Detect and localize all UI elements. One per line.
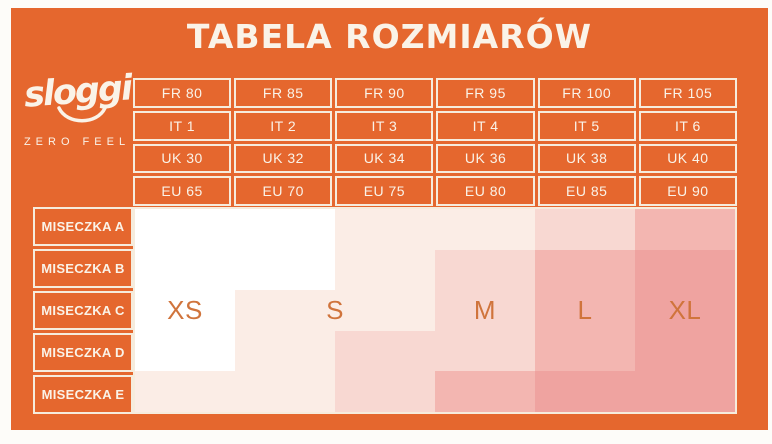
band-cell-uk-30: UK 30 — [133, 143, 232, 174]
size-cell-a-105 — [635, 209, 735, 250]
size-cell-a-80 — [135, 209, 235, 250]
cup-label-e: MISECZKA E — [33, 375, 133, 414]
size-cell-b-80 — [135, 249, 235, 291]
cup-label-a: MISECZKA A — [33, 207, 133, 246]
band-cell-fr-100: FR 100 — [537, 78, 636, 108]
brand-tagline: ZERO FEEL — [23, 136, 131, 148]
size-cell-e-85 — [235, 371, 335, 412]
band-cell-fr-95: FR 95 — [436, 78, 535, 108]
band-cell-eu-70: EU 70 — [234, 176, 333, 206]
size-cell-a-95 — [435, 209, 535, 250]
band-cell-eu-65: EU 65 — [133, 176, 232, 206]
cup-label-c: MISECZKA C — [33, 291, 133, 330]
size-cell-b-100 — [535, 249, 635, 291]
sloggi-logo: sloggi — [22, 68, 132, 116]
size-cell-e-80 — [135, 371, 235, 412]
size-cell-a-90 — [335, 209, 435, 250]
size-cell-a-85 — [235, 209, 335, 250]
band-cell-it-2: IT 2 — [234, 110, 333, 141]
size-cell-d-105 — [635, 330, 735, 372]
band-cell-it-4: IT 4 — [436, 110, 535, 141]
band-cell-eu-90: EU 90 — [638, 176, 737, 206]
size-cell-c-80 — [135, 290, 235, 331]
size-cell-b-105 — [635, 249, 735, 291]
band-cell-uk-40: UK 40 — [638, 143, 737, 174]
band-cell-fr-80: FR 80 — [133, 78, 232, 108]
size-cell-e-100 — [535, 371, 635, 412]
brand-block: sloggi ZERO FEEL — [21, 68, 133, 204]
band-cell-uk-32: UK 32 — [234, 143, 333, 174]
size-cell-e-105 — [635, 371, 735, 412]
size-cell-b-95 — [435, 249, 535, 291]
size-heatmap-grid: XS S M L XL — [133, 207, 737, 414]
band-cell-fr-90: FR 90 — [335, 78, 434, 108]
size-cell-e-90 — [335, 371, 435, 412]
band-cell-uk-38: UK 38 — [537, 143, 636, 174]
band-cell-fr-105: FR 105 — [638, 78, 737, 108]
size-cell-b-90 — [335, 249, 435, 291]
band-cell-uk-36: UK 36 — [436, 143, 535, 174]
cup-size-row-labels: MISECZKA A MISECZKA B MISECZKA C MISECZK… — [33, 207, 133, 414]
page-title: TABELA ROZMIARÓW — [186, 16, 593, 56]
size-chart-canvas: TABELA ROZMIARÓW sloggi ZERO FEEL FR 80 … — [11, 8, 768, 430]
logo-smile-icon — [57, 106, 107, 123]
size-cell-d-85 — [235, 330, 335, 372]
band-cell-it-3: IT 3 — [335, 110, 434, 141]
size-cell-c-95 — [435, 290, 535, 331]
size-cell-d-80 — [135, 330, 235, 372]
band-cell-it-6: IT 6 — [638, 110, 737, 141]
size-cell-a-100 — [535, 209, 635, 250]
band-size-header-grid: FR 80 FR 85 FR 90 FR 95 FR 100 FR 105 IT… — [133, 78, 737, 206]
size-cell-c-100 — [535, 290, 635, 331]
size-cell-b-85 — [235, 249, 335, 291]
cup-label-b: MISECZKA B — [33, 249, 133, 288]
size-cell-c-85 — [235, 290, 335, 331]
band-cell-it-5: IT 5 — [537, 110, 636, 141]
size-cell-e-95 — [435, 371, 535, 412]
band-cell-fr-85: FR 85 — [234, 78, 333, 108]
size-cell-c-105 — [635, 290, 735, 331]
size-cell-d-95 — [435, 330, 535, 372]
size-cell-d-90 — [335, 330, 435, 372]
band-cell-it-1: IT 1 — [133, 110, 232, 141]
cup-label-d: MISECZKA D — [33, 333, 133, 372]
band-cell-eu-85: EU 85 — [537, 176, 636, 206]
band-cell-eu-80: EU 80 — [436, 176, 535, 206]
size-cell-c-90 — [335, 290, 435, 331]
band-cell-eu-75: EU 75 — [335, 176, 434, 206]
size-cell-d-100 — [535, 330, 635, 372]
band-cell-uk-34: UK 34 — [335, 143, 434, 174]
